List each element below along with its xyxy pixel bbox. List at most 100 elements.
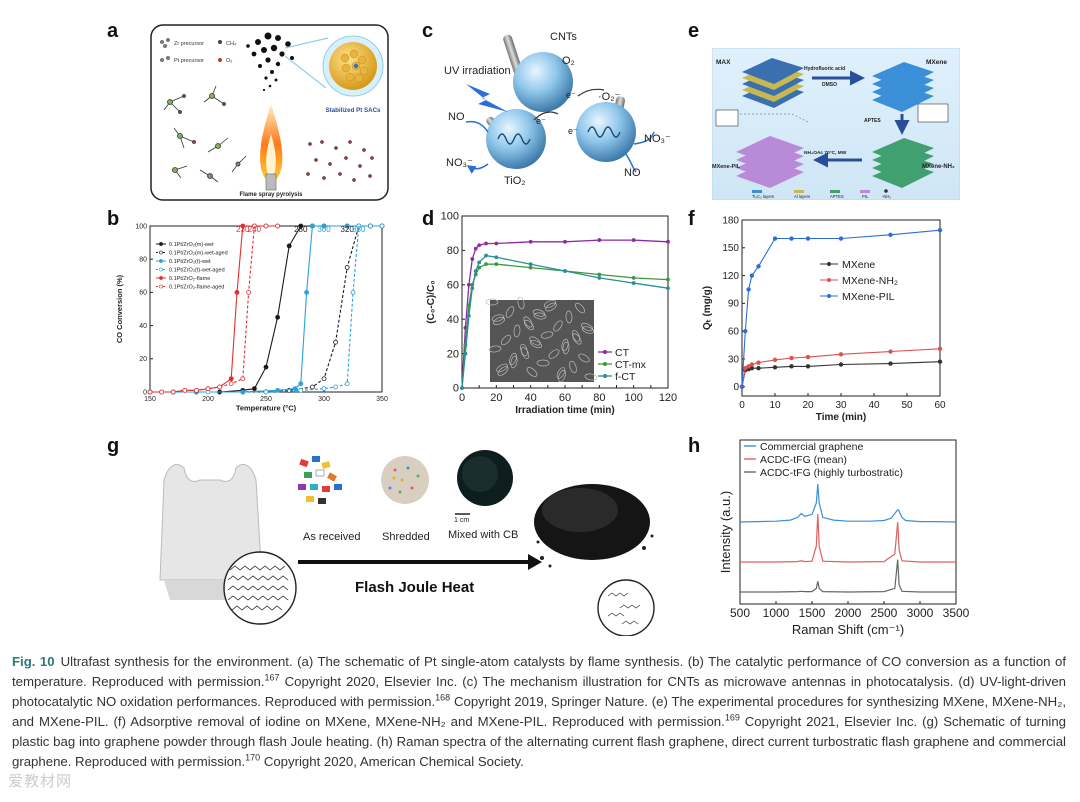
data-point bbox=[473, 246, 478, 251]
data-point bbox=[743, 328, 748, 334]
sem-inset-image bbox=[485, 296, 598, 383]
label-uv: UV irradiation bbox=[444, 65, 511, 77]
data-point bbox=[746, 364, 751, 369]
data-point bbox=[251, 223, 257, 229]
data-point bbox=[666, 286, 670, 291]
x-tick-label: 40 bbox=[525, 392, 537, 404]
legend-entry: 0.1Pt/ZrO₂(m)-wet bbox=[169, 242, 214, 248]
data-point bbox=[298, 223, 304, 229]
mxene-nh2-stack bbox=[872, 138, 934, 188]
series-line bbox=[739, 483, 957, 523]
legend-entry: 0.1Pt/ZrO₂(m)-wet-aged bbox=[169, 251, 228, 257]
panel-label-g: g bbox=[107, 435, 120, 457]
data-point bbox=[251, 386, 257, 392]
mxene-pil-stack bbox=[736, 136, 804, 188]
data-point bbox=[194, 387, 199, 393]
legend-entry: MXene-NH₂ bbox=[842, 275, 898, 287]
y-axis-label: Qₜ (mg/g) bbox=[702, 286, 713, 330]
y-tick-label: 60 bbox=[447, 279, 459, 291]
panel-a-schematic: Zr precursor Pt precursor CH₄ O₂ bbox=[150, 24, 389, 201]
panel-b-chart: 150 200 250 300 350 0 20 40 60 80 100 Temperature (… bbox=[115, 223, 388, 413]
data-point bbox=[838, 362, 844, 367]
data-point bbox=[772, 357, 778, 363]
data-point bbox=[240, 223, 246, 229]
x-tick-label: 350 bbox=[376, 396, 388, 403]
x-tick-label: 0 bbox=[739, 400, 745, 411]
data-point bbox=[477, 243, 482, 248]
y-tick-label: 80 bbox=[447, 245, 459, 257]
legend-zr: Zr precursor bbox=[174, 41, 204, 47]
data-point bbox=[631, 281, 636, 285]
legend-entry: CT-mx bbox=[615, 359, 647, 371]
data-point bbox=[477, 260, 482, 265]
data-point bbox=[309, 384, 315, 390]
ref-170[interactable]: 170 bbox=[245, 752, 261, 763]
legend-entry: ACDC-tFG (mean) bbox=[760, 454, 847, 466]
data-point bbox=[789, 364, 794, 369]
data-point bbox=[838, 236, 844, 241]
data-point bbox=[234, 290, 240, 295]
label-e3: e⁻ bbox=[568, 126, 578, 136]
data-point bbox=[321, 386, 327, 392]
label-e1: e⁻ bbox=[536, 116, 546, 126]
panel-h-chart: 500 1000 1500 2000 2500 3000 3500 Raman Shift (… bbox=[718, 439, 970, 637]
data-point bbox=[344, 381, 350, 387]
data-point bbox=[286, 243, 292, 249]
x-tick-label: 3000 bbox=[907, 606, 934, 620]
legend-entry: 0.1Pt/ZrO₂-flame-aged bbox=[169, 285, 224, 291]
x-axis-label: Temperature (°C) bbox=[236, 404, 297, 413]
panel-b-legend: 0.1Pt/ZrO₂(m)-wet 0.1Pt/ZrO₂(m)-wet-aged 0… bbox=[156, 242, 228, 291]
x-tick-label: 200 bbox=[202, 396, 214, 403]
label-as-received: As received bbox=[303, 531, 360, 543]
panel-f-chart: 0 10 20 30 40 50 60 0 30 60 90 120 150 180 Time (min) Q… bbox=[702, 215, 946, 423]
label-e2: e⁻ bbox=[566, 90, 576, 100]
graphene-zoom-circle bbox=[597, 579, 655, 636]
data-point bbox=[484, 253, 488, 258]
tio2-sphere-top bbox=[513, 52, 573, 112]
data-point bbox=[528, 265, 533, 270]
series-line bbox=[740, 559, 956, 593]
mixed-with-cb-icon bbox=[457, 450, 513, 506]
x-tick-label: 40 bbox=[868, 400, 880, 411]
data-point bbox=[463, 351, 468, 356]
threshold-annotation: 300 bbox=[317, 225, 331, 234]
data-point bbox=[888, 361, 893, 366]
y-tick-label: 150 bbox=[722, 243, 739, 254]
data-point bbox=[563, 239, 567, 244]
x-tick-label: 30 bbox=[835, 400, 847, 411]
legend-entry: CT bbox=[615, 347, 630, 359]
tio2-sphere-right bbox=[576, 102, 636, 162]
data-point bbox=[466, 313, 471, 318]
svg-text:Ti₃C₂ layers: Ti₃C₂ layers bbox=[752, 194, 774, 199]
data-point bbox=[756, 366, 761, 371]
panel-label-f: f bbox=[688, 208, 695, 230]
ref-169[interactable]: 169 bbox=[724, 712, 740, 723]
panel-a-legend: Zr precursor Pt precursor CH₄ O₂ bbox=[160, 38, 237, 64]
x-tick-label: 1000 bbox=[763, 606, 790, 620]
figure-caption: Fig. 10 Ultrafast synthesis for the envir… bbox=[12, 652, 1066, 772]
y-tick-label: 40 bbox=[447, 314, 459, 326]
panel-d-chart: 0 20 40 60 80 100 120 0 20 40 60 80 100 Irradiation t… bbox=[426, 211, 677, 416]
nozzle bbox=[265, 173, 277, 191]
data-point bbox=[309, 223, 315, 229]
label-shredded: Shredded bbox=[382, 531, 430, 543]
data-point bbox=[228, 381, 234, 387]
data-point bbox=[631, 238, 636, 242]
svg-text:APTES: APTES bbox=[830, 194, 844, 199]
data-point bbox=[460, 386, 464, 390]
ref-168[interactable]: 168 bbox=[435, 692, 451, 703]
panel-label-c: c bbox=[422, 20, 434, 42]
x-tick-label: 100 bbox=[624, 392, 642, 404]
caption-text-3: Copyright 2019, Springer Nature. (e) The… bbox=[12, 694, 1066, 729]
y-tick-label: 60 bbox=[139, 290, 147, 297]
y-axis-label: CO Conversion (%) bbox=[115, 274, 124, 343]
ref-167[interactable]: 167 bbox=[264, 672, 280, 683]
panel-e-schematic: MAX Hydrofluoric acid DMSO MXene APTES M… bbox=[712, 48, 960, 200]
panel-label-e: e bbox=[688, 20, 700, 42]
data-point bbox=[772, 236, 778, 241]
x-tick-label: 80 bbox=[593, 392, 605, 404]
data-point bbox=[228, 376, 234, 382]
data-point bbox=[838, 352, 844, 357]
y-tick-label: 180 bbox=[722, 215, 739, 226]
